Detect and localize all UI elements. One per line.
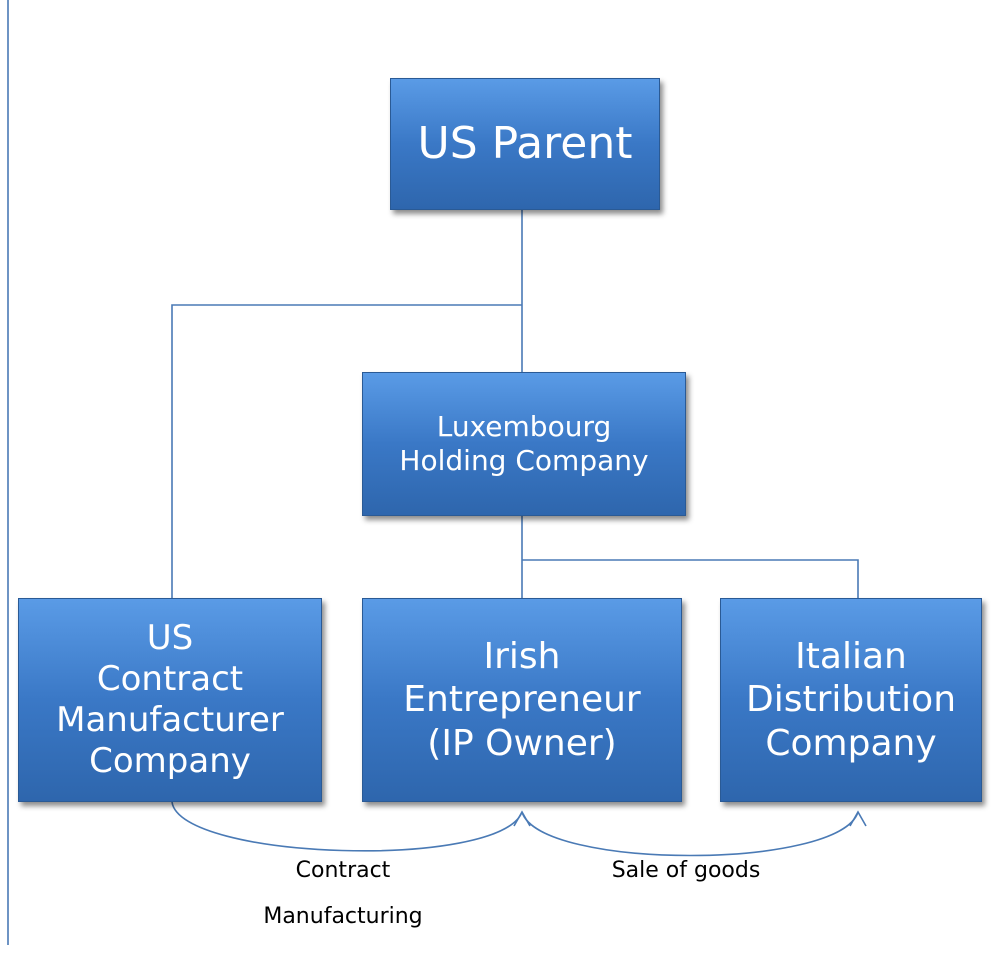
node-label: (IP Owner) — [427, 722, 617, 764]
flow-arc — [521, 811, 859, 857]
node-label: US Parent — [417, 117, 633, 169]
node-label: Luxembourg — [436, 410, 612, 444]
flow-label: Sale of goods — [586, 848, 786, 894]
node-label: Company — [89, 740, 251, 781]
node: US Contract Manufacturer Company — [18, 598, 322, 802]
node: Italian Distribution Company — [720, 598, 982, 802]
arrowhead — [849, 810, 867, 827]
node-label: US — [146, 618, 194, 659]
node-label: Company — [765, 722, 937, 764]
flow-text: Manufacturing — [263, 904, 423, 929]
node-label: Manufacturer — [56, 700, 284, 740]
node: Irish Entrepreneur (IP Owner) — [362, 598, 682, 802]
flow-text: Sale of goods — [611, 858, 761, 883]
flow-label: Contract Manufacturing — [243, 848, 443, 940]
connector — [171, 304, 522, 598]
node-label: Holding Company — [399, 444, 649, 477]
node-label: Contract — [96, 659, 244, 700]
node-label: Italian — [795, 636, 907, 678]
node: Luxembourg Holding Company — [362, 372, 686, 516]
node: US Parent — [390, 78, 660, 210]
node-label: Irish — [483, 636, 561, 678]
node-label: Distribution — [745, 679, 957, 721]
node-label: Entrepreneur — [403, 679, 641, 721]
connector — [522, 559, 859, 598]
flow-text: Contract — [295, 858, 391, 883]
flow-arc — [171, 801, 523, 852]
